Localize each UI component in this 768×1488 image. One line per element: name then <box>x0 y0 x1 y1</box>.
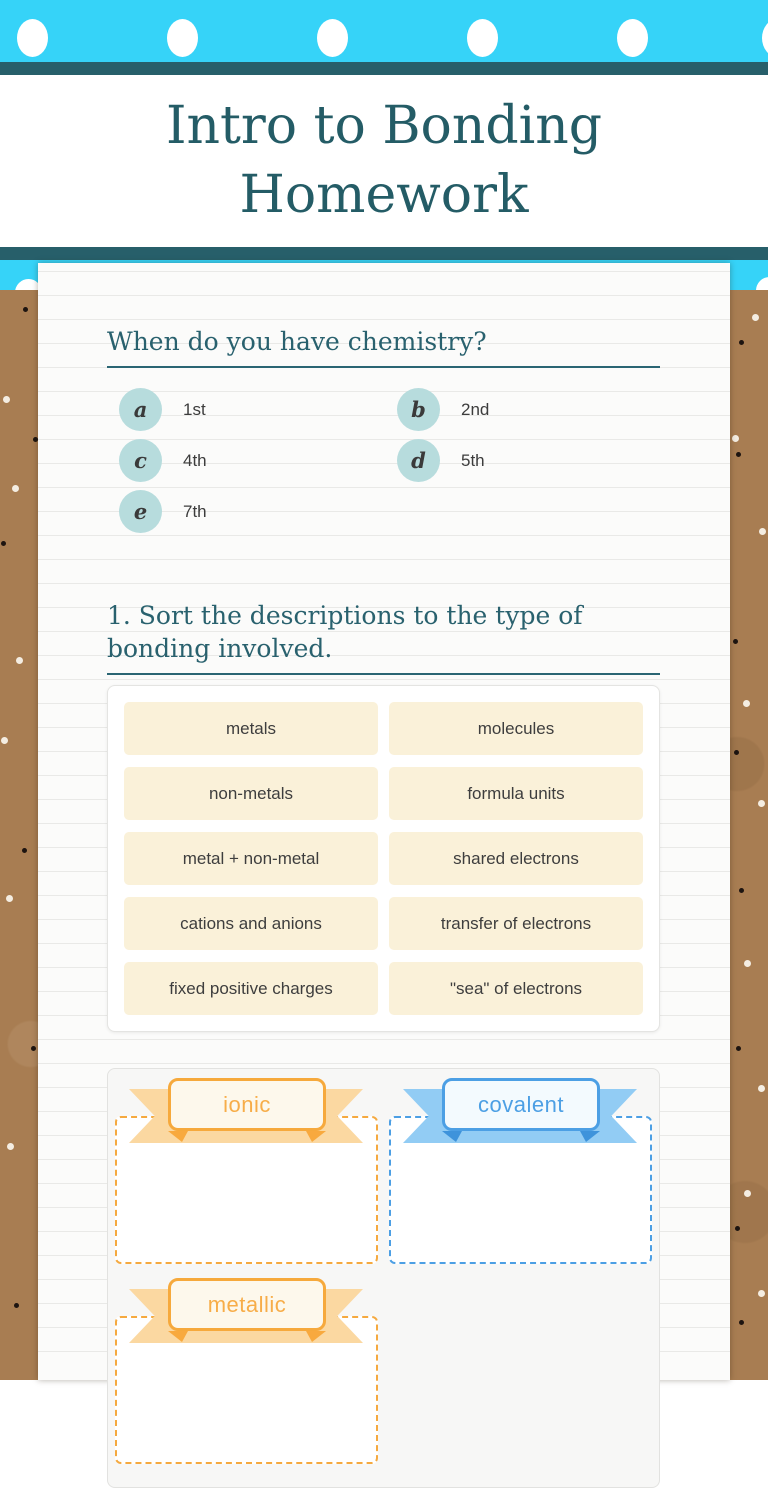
sort-group-covalent: covalent <box>389 1069 652 1264</box>
teal-divider-bar <box>0 247 768 260</box>
speckle-dot <box>735 1226 740 1231</box>
mc-option-d[interactable]: d 5th <box>385 435 660 486</box>
speckle-dot <box>12 485 19 492</box>
speckle-dot <box>33 437 38 442</box>
metallic-category-label: metallic <box>168 1278 326 1331</box>
speckle-dot <box>14 1303 19 1308</box>
mc-option-label: 5th <box>461 450 485 470</box>
speckle-dot <box>736 452 741 457</box>
speckle-dot <box>743 700 750 707</box>
teal-divider-bar <box>0 62 768 75</box>
ribbon-fold <box>442 1131 462 1142</box>
speckle-dot <box>16 657 23 664</box>
polka-dot <box>15 279 42 290</box>
speckle-dot <box>758 1290 765 1297</box>
mc-option-b[interactable]: b 2nd <box>385 384 660 435</box>
polka-dot <box>617 19 648 57</box>
polka-dot <box>762 19 768 57</box>
speckle-dot <box>759 528 766 535</box>
speckle-dot <box>1 737 8 744</box>
speckle-dot <box>744 1190 751 1197</box>
word-bank: metals molecules non-metals formula unit… <box>107 685 660 1032</box>
mc-options: a 1st b 2nd c 4th d 5th e 7th <box>107 384 660 537</box>
option-letter-badge: a <box>119 388 162 431</box>
option-letter-badge: b <box>397 388 440 431</box>
option-letter-badge: e <box>119 490 162 533</box>
worksheet-header: Intro to Bonding Homework <box>0 75 768 247</box>
word-bank-token[interactable]: transfer of electrons <box>389 897 643 950</box>
option-letter-badge: d <box>397 439 440 482</box>
polka-dot <box>467 19 498 57</box>
speckle-dot <box>6 895 13 902</box>
worksheet-paper: When do you have chemistry? a 1st b 2nd … <box>38 263 730 1488</box>
ribbon-fold <box>580 1131 600 1142</box>
speckle-dot <box>758 1085 765 1092</box>
speckle-dot <box>7 1143 14 1150</box>
word-bank-token[interactable]: molecules <box>389 702 643 755</box>
top-polka-banner <box>0 0 768 62</box>
speckle-dot <box>752 314 759 321</box>
ionic-category-label: ionic <box>168 1078 326 1131</box>
mc-question-heading: When do you have chemistry? <box>107 325 660 368</box>
mc-option-c[interactable]: c 4th <box>107 435 385 486</box>
speckle-dot <box>22 848 27 853</box>
word-bank-token[interactable]: "sea" of electrons <box>389 962 643 1015</box>
sort-question-heading: 1. Sort the descriptions to the type of … <box>107 599 660 675</box>
word-bank-token[interactable]: cations and anions <box>124 897 378 950</box>
polka-dot <box>317 19 348 57</box>
speckle-dot <box>1 541 6 546</box>
word-bank-token[interactable]: shared electrons <box>389 832 643 885</box>
sort-group-ionic: ionic <box>115 1069 378 1264</box>
ribbon-fold <box>168 1331 188 1342</box>
speckle-dot <box>739 1320 744 1325</box>
word-bank-token[interactable]: metal + non-metal <box>124 832 378 885</box>
speckle-dot <box>744 960 751 967</box>
mc-option-label: 4th <box>183 450 207 470</box>
word-bank-token[interactable]: metals <box>124 702 378 755</box>
mc-option-e[interactable]: e 7th <box>107 486 385 537</box>
sort-group-metallic: metallic <box>115 1269 378 1464</box>
ribbon-fold <box>168 1131 188 1142</box>
covalent-category-label: covalent <box>442 1078 600 1131</box>
speckle-dot <box>739 340 744 345</box>
speckle-dot <box>732 435 739 442</box>
word-bank-token[interactable]: formula units <box>389 767 643 820</box>
speckle-dot <box>3 396 10 403</box>
speckle-dot <box>31 1046 36 1051</box>
ribbon-fold <box>306 1131 326 1142</box>
speckle-dot <box>23 307 28 312</box>
speckle-dot <box>739 888 744 893</box>
mc-option-label: 7th <box>183 501 207 521</box>
mc-option-label: 2nd <box>461 399 490 419</box>
polka-dot <box>756 277 768 290</box>
word-bank-token[interactable]: non-metals <box>124 767 378 820</box>
mc-option-label: 1st <box>183 399 206 419</box>
speckle-dot <box>733 639 738 644</box>
sorting-board: ionic covalent metallic <box>107 1068 660 1488</box>
speckle-dot <box>758 800 765 807</box>
option-letter-badge: c <box>119 439 162 482</box>
speckle-dot <box>736 1046 741 1051</box>
kraft-background: When do you have chemistry? a 1st b 2nd … <box>0 260 768 1488</box>
mc-option-a[interactable]: a 1st <box>107 384 385 435</box>
word-bank-token[interactable]: fixed positive charges <box>124 962 378 1015</box>
polka-dot <box>17 19 48 57</box>
speckle-dot <box>734 750 739 755</box>
polka-dot <box>167 19 198 57</box>
worksheet-title: Intro to Bonding Homework <box>165 95 603 225</box>
ribbon-fold <box>306 1331 326 1342</box>
